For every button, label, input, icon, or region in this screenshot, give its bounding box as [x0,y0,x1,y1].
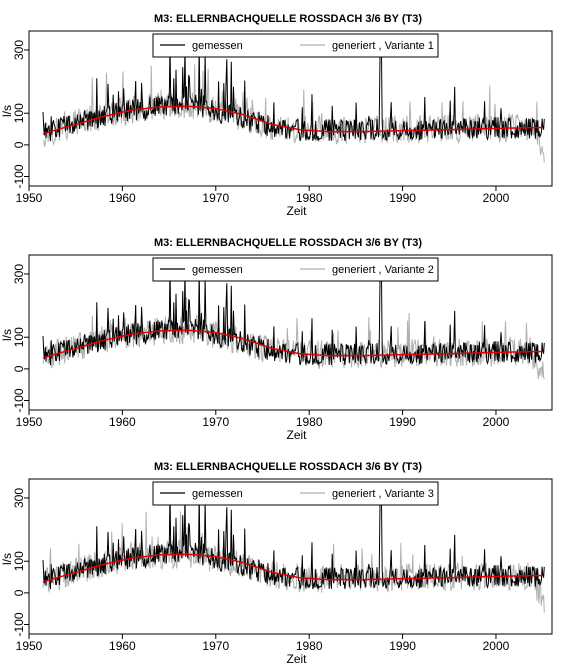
x-tick-label: 1990 [389,191,416,205]
legend-label-gemessen: gemessen [192,40,243,52]
y-tick-label: 300 [12,488,26,508]
y-tick-label: 100 [12,551,26,571]
legend-box [152,481,439,506]
y-tick-label: -100 [12,388,26,412]
legend-label-generiert: generiert , Variante 2 [332,264,434,276]
x-tick-label: 1950 [16,191,43,205]
x-tick-label: 1990 [389,415,416,429]
panel-3: M3: ELLERNBACHQUELLE ROSSDACH 3/6 BY (T3… [0,461,553,666]
y-tick-label: 0 [12,365,26,372]
x-tick-label: 1980 [296,191,323,205]
legend-label-generiert: generiert , Variante 3 [332,488,434,500]
y-axis-label: l/s [0,553,14,565]
x-tick-label: 1950 [16,639,43,653]
x-tick-label: 2000 [483,191,510,205]
chart-title: M3: ELLERNBACHQUELLE ROSSDACH 3/6 BY (T3… [154,13,422,25]
x-axis-label: Zeit [286,204,307,218]
y-tick-label: 100 [12,103,26,123]
y-tick-label: 0 [12,141,26,148]
x-tick-label: 1970 [202,639,229,653]
y-tick-label: -100 [12,612,26,636]
x-tick-label: 1980 [296,639,323,653]
y-tick-label: -100 [12,164,26,188]
x-tick-label: 1980 [296,415,323,429]
y-axis-label: l/s [0,329,14,341]
x-tick-label: 1990 [389,639,416,653]
series-trend [42,553,543,583]
series-generiert [42,296,545,380]
x-tick-label: 1960 [109,639,136,653]
x-axis-label: Zeit [286,652,307,666]
x-tick-label: 1970 [202,415,229,429]
legend: gemessen generiert , Variante 1 [152,33,439,58]
legend: gemessen generiert , Variante 2 [152,257,439,282]
data-layer [42,489,545,613]
legend-label-generiert: generiert , Variante 1 [332,40,434,52]
y-tick-label: 300 [12,264,26,284]
data-layer [42,41,545,163]
legend-box [152,33,439,58]
legend: gemessen generiert , Variante 3 [152,481,439,506]
x-tick-label: 1970 [202,191,229,205]
chart-title: M3: ELLERNBACHQUELLE ROSSDACH 3/6 BY (T3… [154,237,422,249]
data-layer [42,265,545,380]
y-axis-label: l/s [0,105,14,117]
x-tick-label: 1960 [109,415,136,429]
legend-label-gemessen: gemessen [192,488,243,500]
panel-1: M3: ELLERNBACHQUELLE ROSSDACH 3/6 BY (T3… [0,13,553,218]
series-trend [42,329,543,359]
y-tick-label: 300 [12,40,26,60]
x-tick-label: 2000 [483,639,510,653]
series-trend [42,105,543,135]
legend-box [152,257,439,282]
y-tick-label: 100 [12,327,26,347]
legend-label-gemessen: gemessen [192,264,243,276]
chart-title: M3: ELLERNBACHQUELLE ROSSDACH 3/6 BY (T3… [154,461,422,473]
x-axis-label: Zeit [286,428,307,442]
x-tick-label: 1960 [109,191,136,205]
x-tick-label: 2000 [483,415,510,429]
panel-2: M3: ELLERNBACHQUELLE ROSSDACH 3/6 BY (T3… [0,237,553,442]
x-tick-label: 1950 [16,415,43,429]
y-tick-label: 0 [12,589,26,596]
